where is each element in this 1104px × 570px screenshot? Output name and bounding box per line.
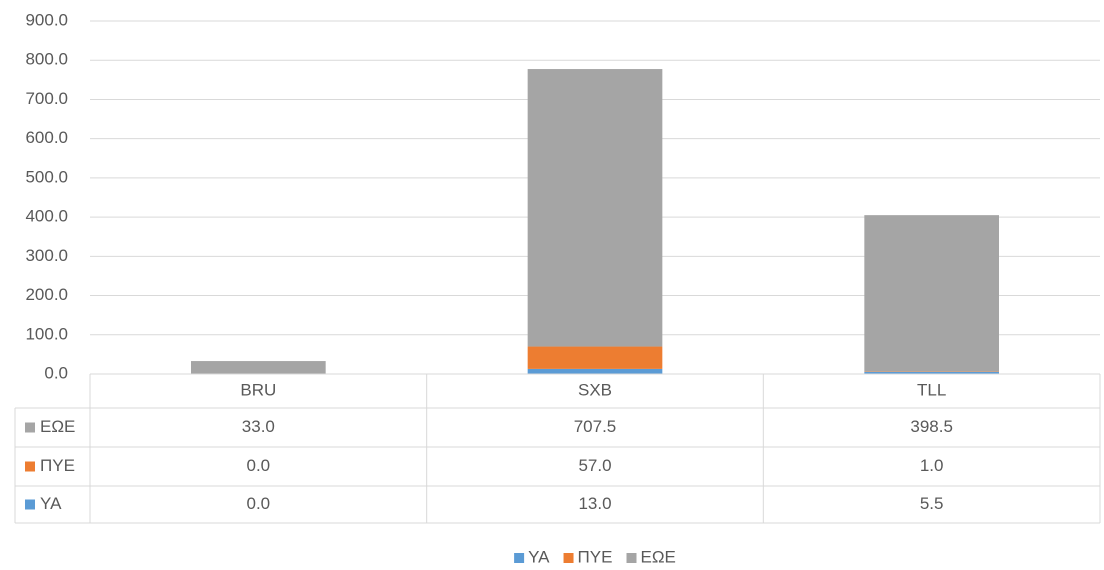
table-cell: 398.5 bbox=[910, 417, 953, 436]
bar-segment bbox=[527, 69, 663, 347]
table-cell: 13.0 bbox=[578, 494, 611, 513]
y-tick-label: 100.0 bbox=[25, 324, 68, 343]
table-cell: 0.0 bbox=[247, 456, 271, 475]
y-tick-label: 0.0 bbox=[44, 363, 68, 382]
y-tick-label: 300.0 bbox=[25, 246, 68, 265]
table-series-label: ΠΥΕ bbox=[40, 456, 75, 475]
y-tick-label: 900.0 bbox=[25, 10, 68, 29]
table-cell: 1.0 bbox=[920, 456, 944, 475]
legend-label: ΥΑ bbox=[528, 547, 550, 566]
x-tick-label: SXB bbox=[578, 380, 612, 399]
legend-key bbox=[514, 553, 525, 563]
table-series-label: ΕΩΕ bbox=[40, 417, 75, 436]
legend-key bbox=[563, 553, 574, 563]
y-tick-label: 400.0 bbox=[25, 207, 68, 226]
table-legend-key bbox=[25, 499, 35, 510]
table-cell: 0.0 bbox=[247, 494, 271, 513]
x-tick-label: TLL bbox=[917, 380, 946, 399]
table-cell: 57.0 bbox=[578, 456, 611, 475]
x-tick-label: BRU bbox=[240, 380, 276, 399]
table-cell: 5.5 bbox=[920, 494, 944, 513]
legend-label: ΠΥΕ bbox=[578, 547, 613, 566]
y-tick-label: 700.0 bbox=[25, 89, 68, 108]
table-cell: 33.0 bbox=[242, 417, 275, 436]
y-tick-label: 800.0 bbox=[25, 50, 68, 69]
table-series-label: ΥΑ bbox=[40, 494, 62, 513]
table-legend-key bbox=[25, 422, 35, 433]
bar-segment bbox=[191, 361, 326, 374]
table-legend-key bbox=[25, 461, 35, 472]
y-tick-label: 600.0 bbox=[25, 128, 68, 147]
bar-segment bbox=[527, 368, 663, 374]
y-tick-label: 200.0 bbox=[25, 285, 68, 304]
table-cell: 707.5 bbox=[574, 417, 617, 436]
bar-segment bbox=[864, 371, 999, 374]
bar-segment bbox=[527, 346, 663, 369]
legend-key bbox=[626, 553, 637, 563]
bar-segment bbox=[864, 215, 999, 372]
legend-label: ΕΩΕ bbox=[641, 547, 676, 566]
y-tick-label: 500.0 bbox=[25, 167, 68, 186]
